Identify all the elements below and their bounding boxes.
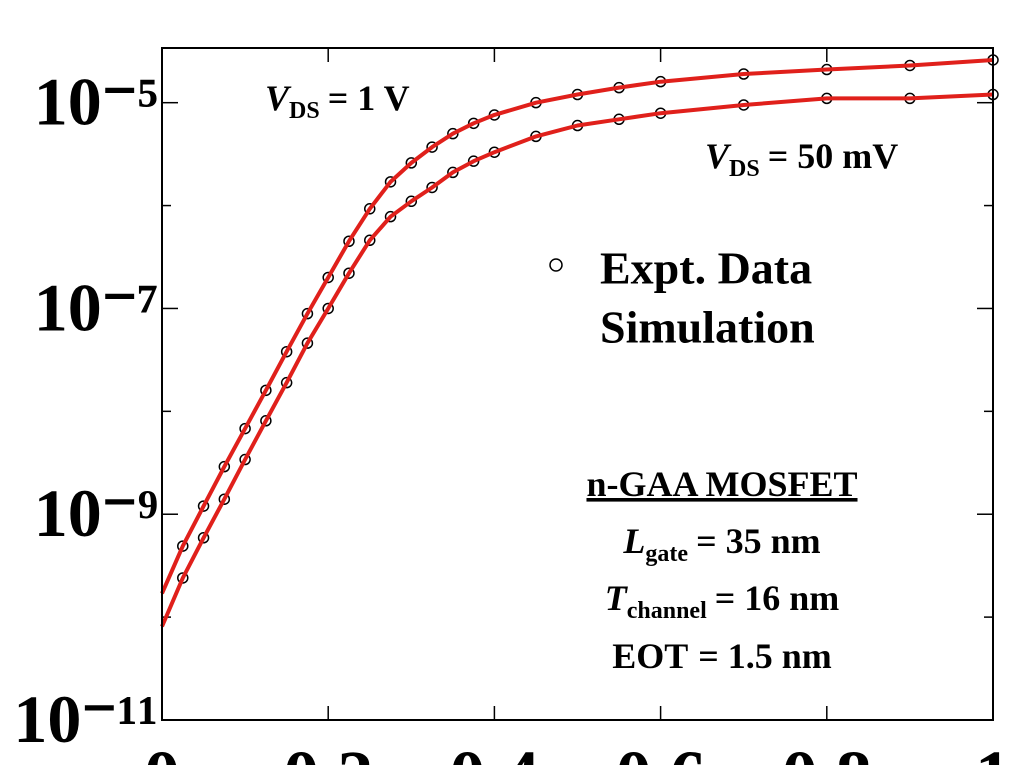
data-point [197,532,210,544]
data-point [343,267,355,279]
y-tick-label: 10⁻⁷ [34,269,158,345]
data-point [447,127,459,140]
data-point [364,203,376,215]
data-point [405,195,418,208]
simulation-curve [160,92,994,628]
y-tick-label: 10⁻⁵ [34,64,158,140]
data-point [218,493,231,505]
simulation-curve [160,58,994,595]
legend-label: Expt. Data [600,243,812,294]
x-tick-label: 0.2 [283,736,373,765]
info-line: Lgate = 35 nm [622,521,820,567]
data-point [239,453,251,466]
data-point [322,302,334,315]
data-point [384,176,397,188]
x-tick-label: 0.4 [449,736,539,765]
data-point [301,307,314,320]
data-point [384,210,397,223]
y-tick-label: 10⁻⁹ [34,475,158,551]
x-tick-label: 0.6 [616,736,706,765]
data-point [280,345,293,358]
data-point [343,235,355,247]
info-line: Tchannel = 16 nm [605,578,840,624]
info-title: n-GAA MOSFET [586,464,857,504]
data-point [405,157,418,169]
data-point [239,422,251,435]
data-point [280,376,293,389]
info-line: EOT = 1.5 nm [612,636,832,676]
data-point [364,234,376,247]
data-point [260,384,272,397]
data-point [218,460,231,473]
data-point [426,141,438,153]
x-tick-label: 0 [144,736,180,765]
legend-marker [549,258,563,272]
x-tick-label: 0.8 [782,736,872,765]
data-point [301,337,314,349]
data-point [197,500,210,512]
data-point [447,166,459,179]
plot-frame [161,47,994,721]
legend-label: Simulation [600,302,815,353]
legend: Expt. Data Simulation [549,243,815,353]
y-tick-label: 10⁻¹¹ [13,681,158,757]
x-tick-label: 1 [975,736,1011,765]
data-point [260,415,272,427]
annotation-vds-1v: VDS = 1 V [265,78,410,124]
data-point [426,181,438,194]
annotation-vds-50mv: VDS = 50 mV [705,136,898,182]
data-point [322,271,334,284]
info-box: n-GAA MOSFET Lgate = 35 nm Tchannel = 16 n… [586,464,857,676]
